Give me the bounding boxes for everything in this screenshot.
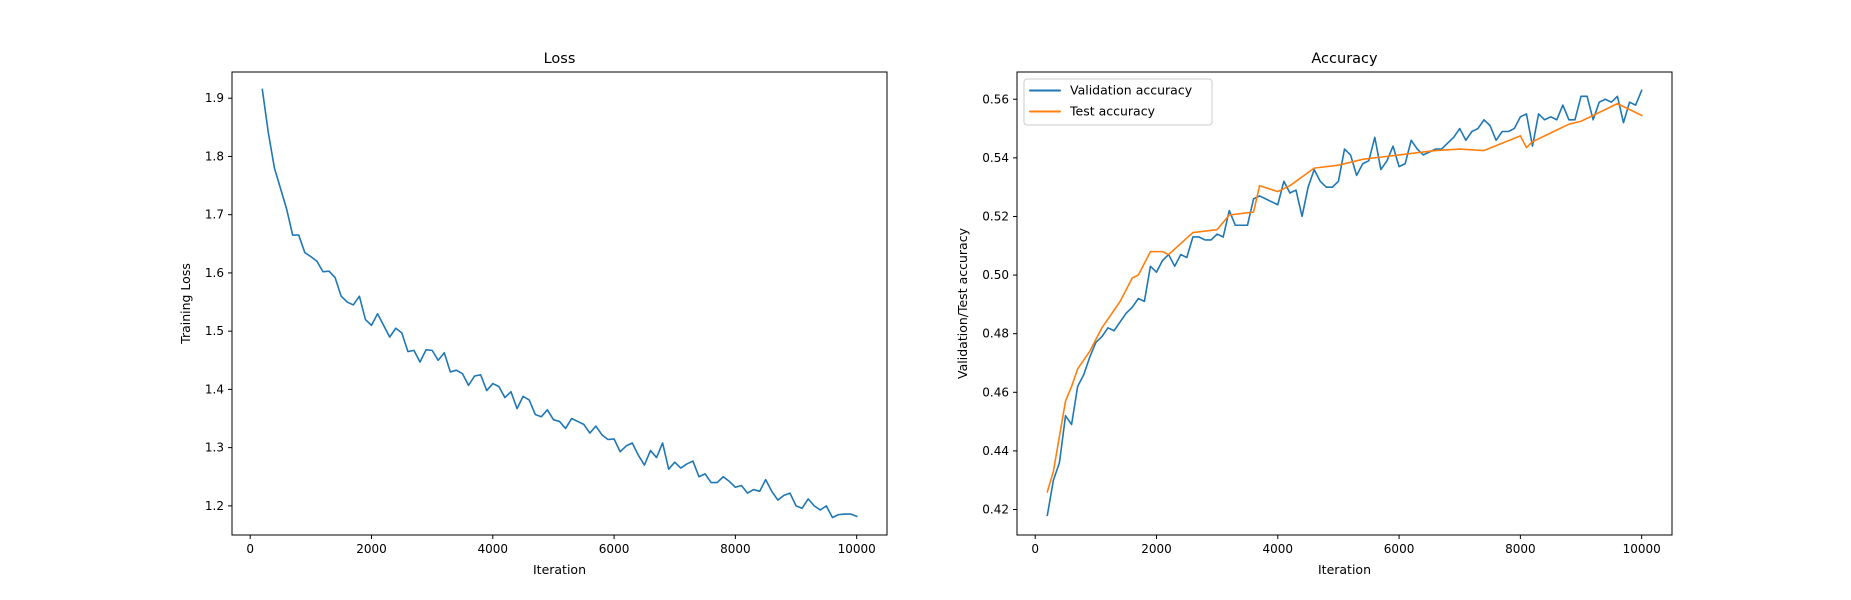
- legend-box: [1023, 78, 1213, 126]
- accuracy-y-tick-label: 0.52: [982, 209, 1009, 223]
- accuracy-subplot: Accuracy Iteration Validation/Test accur…: [955, 51, 1673, 577]
- loss-y-tick-label: 1.4: [205, 382, 224, 396]
- accuracy-x-tick-label: 10000: [1623, 542, 1661, 556]
- accuracy-y-tick-label: 0.46: [982, 385, 1009, 399]
- loss-y-tick-label: 1.5: [205, 324, 224, 338]
- loss-plot-frame: [231, 71, 888, 536]
- accuracy-x-tick-label: 6000: [1384, 542, 1415, 556]
- loss-series-lines: [261, 88, 858, 519]
- accuracy-series-line-test-accuracy: [1046, 102, 1643, 493]
- loss-y-ticks: 1.2 1.3 1.4 1.5 1.6 1.7 1.8 1.9: [205, 91, 232, 513]
- loss-title: Loss: [544, 51, 576, 67]
- accuracy-y-tick-label: 0.42: [982, 503, 1009, 517]
- loss-y-tick-label: 1.2: [205, 499, 224, 513]
- loss-x-tick-label: 0: [246, 542, 254, 556]
- accuracy-plot-frame: [1016, 71, 1673, 536]
- accuracy-legend: Validation accuracy Test accuracy: [1023, 78, 1213, 126]
- accuracy-y-tick-label: 0.48: [982, 327, 1009, 341]
- loss-series-line-training-loss: [261, 88, 858, 519]
- accuracy-title: Accuracy: [1311, 51, 1378, 67]
- accuracy-series-lines: [1046, 89, 1643, 517]
- accuracy-plot-area: [1017, 72, 1672, 535]
- loss-y-tick-label: 1.8: [205, 149, 224, 163]
- loss-x-tick-label: 10000: [838, 542, 876, 556]
- loss-y-axis-label: Training Loss: [178, 263, 193, 345]
- loss-x-axis-label: Iteration: [533, 562, 586, 577]
- accuracy-y-axis-label: Validation/Test accuracy: [955, 227, 970, 379]
- accuracy-x-tick-label: 4000: [1263, 542, 1294, 556]
- accuracy-y-tick-label: 0.50: [982, 268, 1009, 282]
- loss-y-tick-label: 1.9: [205, 91, 224, 105]
- accuracy-x-ticks: 0 2000 4000 6000 8000 10000: [1031, 535, 1661, 556]
- accuracy-x-tick-label: 0: [1031, 542, 1039, 556]
- accuracy-y-tick-label: 0.44: [982, 444, 1009, 458]
- accuracy-x-tick-label: 2000: [1141, 542, 1172, 556]
- accuracy-x-tick-label: 8000: [1505, 542, 1536, 556]
- loss-plot-area: [232, 72, 887, 535]
- accuracy-y-ticks: 0.42 0.44 0.46 0.48 0.50 0.52 0.54 0.56: [982, 92, 1017, 517]
- legend-label-test: Test accuracy: [1069, 104, 1156, 119]
- loss-y-tick-label: 1.3: [205, 441, 224, 455]
- loss-x-tick-label: 8000: [720, 542, 751, 556]
- loss-y-tick-label: 1.7: [205, 208, 224, 222]
- loss-x-tick-label: 2000: [356, 542, 387, 556]
- loss-subplot: Loss Iteration Training Loss 0 2000 4000 60…: [178, 51, 888, 577]
- legend-label-validation: Validation accuracy: [1070, 83, 1193, 98]
- accuracy-series-line-validation-accuracy: [1046, 89, 1643, 517]
- accuracy-y-tick-label: 0.54: [982, 151, 1009, 165]
- loss-x-tick-label: 6000: [599, 542, 630, 556]
- accuracy-x-axis-label: Iteration: [1318, 562, 1371, 577]
- loss-x-tick-label: 4000: [478, 542, 509, 556]
- accuracy-y-tick-label: 0.56: [982, 92, 1009, 106]
- loss-x-ticks: 0 2000 4000 6000 8000 10000: [246, 535, 876, 556]
- loss-y-tick-label: 1.6: [205, 266, 224, 280]
